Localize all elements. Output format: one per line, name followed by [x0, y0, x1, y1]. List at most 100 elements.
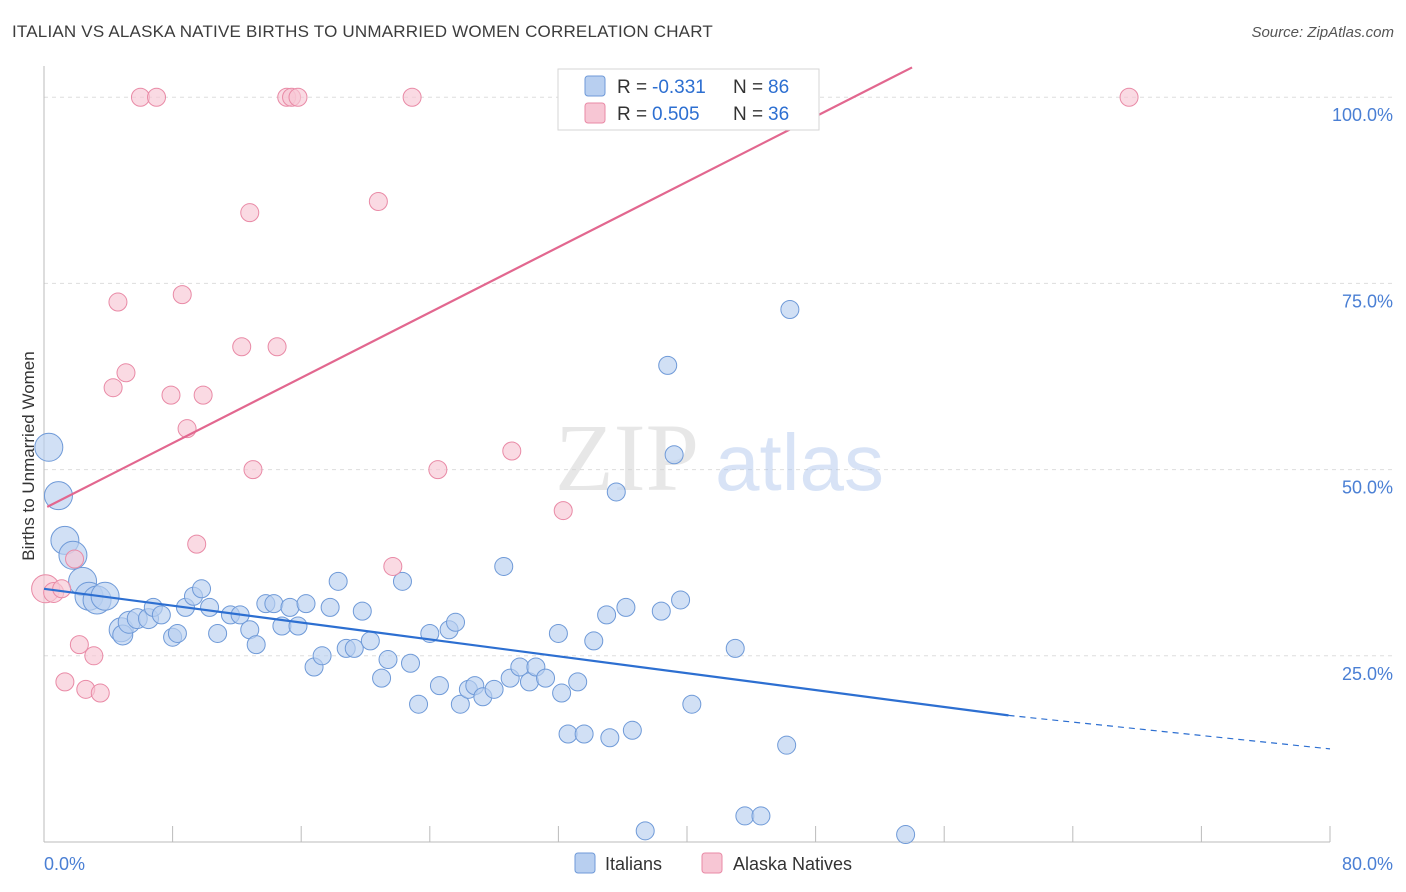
point-alaska-natives: [147, 87, 167, 107]
point-italians: [409, 694, 429, 714]
point-alaska-natives: [232, 337, 252, 357]
legend-swatch-alaska-natives: [584, 102, 606, 124]
trend-line-italians-extension: [1008, 714, 1331, 750]
point-italians: [192, 579, 212, 599]
point-alaska-natives: [116, 363, 136, 383]
point-alaska-natives: [193, 385, 213, 405]
point-italians: [320, 597, 340, 617]
point-italians: [328, 571, 348, 591]
point-italians: [450, 694, 470, 714]
point-italians: [600, 728, 620, 748]
point-italians: [548, 623, 568, 643]
point-alaska-natives: [172, 285, 192, 305]
point-italians: [597, 605, 617, 625]
point-italians: [558, 724, 578, 744]
point-italians: [777, 735, 797, 755]
point-alaska-natives: [69, 635, 89, 655]
point-alaska-natives: [553, 501, 573, 521]
point-italians: [344, 638, 364, 658]
legend-n-label-1: N =: [733, 77, 763, 98]
point-italians: [446, 612, 466, 632]
point-alaska-natives: [243, 460, 263, 480]
y-axis-title: Births to Unmarried Women: [19, 351, 38, 560]
point-italians: [312, 646, 332, 666]
point-italians: [429, 676, 449, 696]
point-italians: [360, 631, 380, 651]
point-italians: [896, 825, 916, 845]
watermark: ZIP atlas: [555, 404, 884, 511]
bottom-legend-swatch-italians: [574, 852, 596, 874]
point-italians: [671, 590, 691, 610]
grid-lines: [44, 96, 1393, 657]
point-italians: [378, 650, 398, 670]
point-italians: [494, 556, 514, 576]
point-italians: [372, 668, 392, 688]
point-italians: [484, 679, 504, 699]
point-italians: [264, 594, 284, 614]
point-alaska-natives: [288, 87, 308, 107]
point-italians: [682, 694, 702, 714]
point-italians: [296, 594, 316, 614]
chart-source: Source: ZipAtlas.com: [1251, 24, 1394, 41]
chart-title: ITALIAN VS ALASKA NATIVE BIRTHS TO UNMAR…: [12, 22, 713, 41]
x-tick-label: 80.0%: [1342, 854, 1393, 874]
y-tick-label: 50.0%: [1342, 478, 1393, 498]
point-italians: [658, 355, 678, 375]
legend-box: R = -0.331 N = 86 R = 0.505 N = 36: [557, 68, 820, 131]
point-italians: [751, 806, 771, 826]
point-italians: [288, 616, 308, 636]
y-tick-label: 75.0%: [1342, 291, 1393, 311]
point-alaska-natives: [130, 87, 150, 107]
point-italians: [401, 653, 421, 673]
point-italians: [43, 481, 73, 511]
legend-r-value-2: 0.505: [652, 104, 700, 125]
point-alaska-natives: [267, 337, 287, 357]
point-alaska-natives: [502, 441, 522, 461]
point-italians: [167, 623, 187, 643]
data-points: [31, 87, 1139, 845]
point-alaska-natives: [65, 549, 85, 569]
point-italians: [664, 445, 684, 465]
point-alaska-natives: [402, 87, 422, 107]
trend-line-alaska-natives: [46, 66, 913, 508]
point-italians: [584, 631, 604, 651]
point-alaska-natives: [383, 556, 403, 576]
bottom-legend: Italians Alaska Natives: [574, 852, 852, 874]
legend-swatch-italians: [584, 75, 606, 97]
point-alaska-natives: [103, 378, 123, 398]
point-alaska-natives: [240, 203, 260, 223]
point-italians: [552, 683, 572, 703]
legend-r-label-2: R =: [617, 104, 647, 125]
bottom-legend-alaska-natives: Alaska Natives: [733, 854, 852, 874]
trend-lines: [43, 66, 1331, 750]
point-alaska-natives: [161, 385, 181, 405]
legend-r-label-1: R =: [617, 77, 647, 98]
point-italians: [568, 672, 588, 692]
y-tick-label: 25.0%: [1342, 664, 1393, 684]
point-alaska-natives: [187, 534, 207, 554]
point-italians: [536, 668, 556, 688]
point-italians: [200, 597, 220, 617]
y-tick-label: 100.0%: [1332, 105, 1393, 125]
point-italians: [622, 720, 642, 740]
point-alaska-natives: [1119, 87, 1139, 107]
point-italians: [574, 724, 594, 744]
point-italians: [352, 601, 372, 621]
point-alaska-natives: [84, 646, 104, 666]
legend-n-label-2: N =: [733, 104, 763, 125]
legend-n-value-2: 36: [768, 104, 789, 125]
point-alaska-natives: [108, 292, 128, 312]
point-italians: [246, 635, 266, 655]
trend-line-italians: [43, 587, 1009, 717]
bottom-legend-swatch-alaska-natives: [701, 852, 723, 874]
point-italians: [151, 605, 171, 625]
point-italians: [606, 482, 626, 502]
watermark-atlas: atlas: [715, 418, 884, 507]
x-tick-label: 0.0%: [44, 854, 85, 874]
point-italians: [208, 623, 228, 643]
point-italians: [34, 432, 64, 462]
point-italians: [616, 597, 636, 617]
point-alaska-natives: [428, 460, 448, 480]
bottom-legend-italians: Italians: [605, 854, 662, 874]
